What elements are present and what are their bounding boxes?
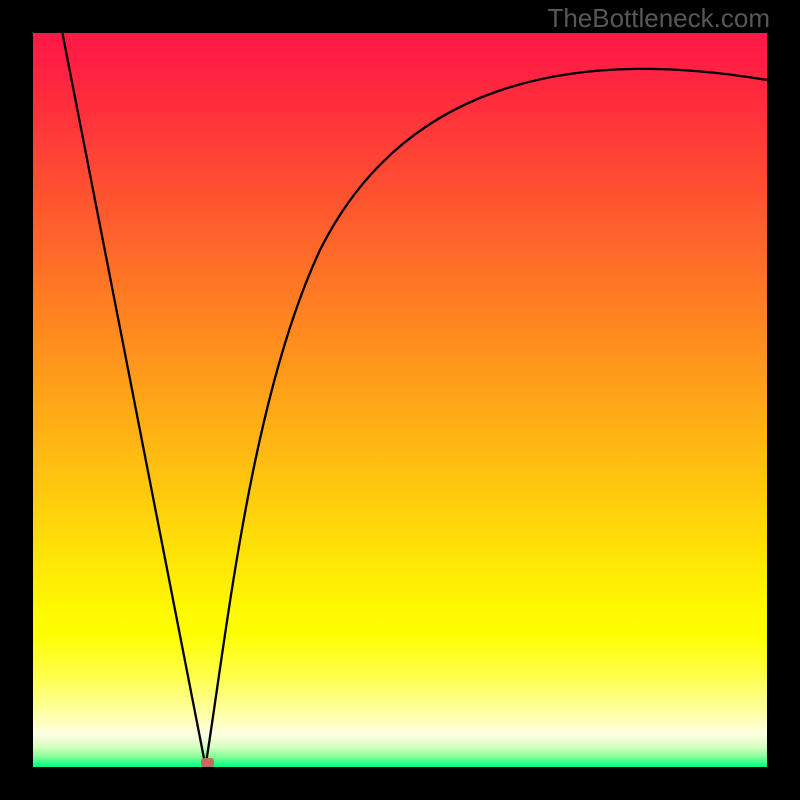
curve-left-branch — [62, 33, 205, 766]
bottleneck-curve — [0, 0, 800, 800]
watermark-text: TheBottleneck.com — [547, 3, 770, 34]
curve-right-branch — [206, 69, 768, 766]
optimal-point-marker — [201, 758, 214, 767]
